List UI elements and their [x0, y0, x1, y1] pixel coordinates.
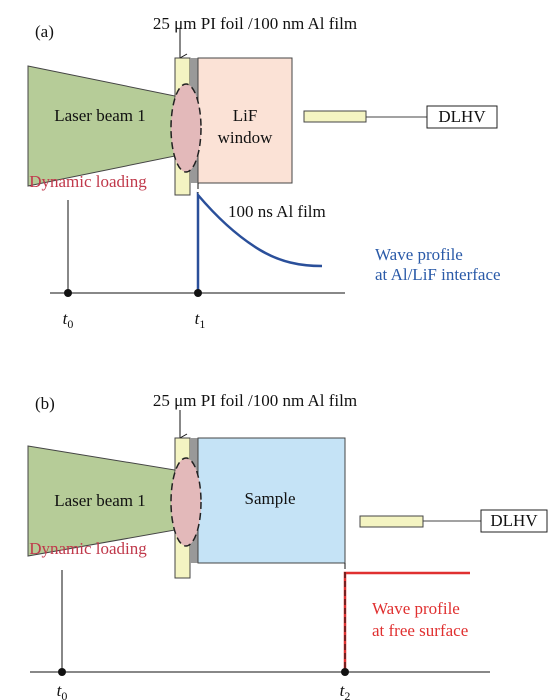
caption: 25 μm PI foil /100 nm Al film: [153, 391, 357, 410]
time-label: t0: [63, 309, 74, 331]
laser-beam: [28, 66, 175, 186]
probe: [304, 111, 366, 122]
target-label: Sample: [245, 489, 296, 508]
beam-label: Laser beam 1: [54, 106, 146, 125]
time-dot: [194, 289, 202, 297]
profile-label: at free surface: [372, 621, 468, 640]
loading-label: Dynamic loading: [29, 539, 147, 558]
panel-tag: (b): [35, 394, 55, 413]
target-label: LiF: [233, 106, 258, 125]
time-dot: [58, 668, 66, 676]
time-sub: 2: [344, 689, 350, 700]
loading-label: Dynamic loading: [29, 172, 147, 191]
time-dot: [64, 289, 72, 297]
panel-tag: (a): [35, 22, 54, 41]
time-sub: 0: [67, 317, 73, 331]
time-sub: 1: [199, 317, 205, 331]
target-label: window: [218, 128, 274, 147]
loading-zone: [171, 84, 201, 172]
probe: [360, 516, 423, 527]
profile-label: Wave profile: [375, 245, 463, 264]
beam-label: Laser beam 1: [54, 491, 146, 510]
time-label: t2: [340, 681, 351, 700]
caption: 25 μm PI foil /100 nm Al film: [153, 14, 357, 33]
profile-label: at Al/LiF interface: [375, 265, 501, 284]
profile-label: Wave profile: [372, 599, 460, 618]
loading-zone: [171, 458, 201, 546]
note: 100 ns Al film: [228, 202, 326, 221]
diagram: (a) 25 μm PI foil /100 nm Al film Laser be…: [0, 0, 549, 700]
time-label: t1: [195, 309, 206, 331]
probe-label: DLHV: [490, 511, 538, 530]
time-dot: [341, 668, 349, 676]
time-sub: 0: [61, 689, 67, 700]
probe-label: DLHV: [438, 107, 486, 126]
time-label: t0: [57, 681, 68, 700]
